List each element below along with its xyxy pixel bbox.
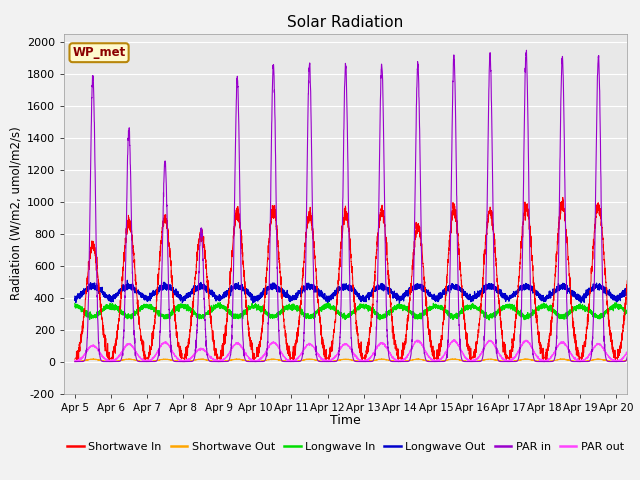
Text: WP_met: WP_met <box>72 46 125 59</box>
X-axis label: Time: Time <box>330 414 361 427</box>
Title: Solar Radiation: Solar Radiation <box>287 15 404 30</box>
Legend: Shortwave In, Shortwave Out, Longwave In, Longwave Out, PAR in, PAR out: Shortwave In, Shortwave Out, Longwave In… <box>63 438 628 456</box>
Y-axis label: Radiation (W/m2, umol/m2/s): Radiation (W/m2, umol/m2/s) <box>10 127 22 300</box>
